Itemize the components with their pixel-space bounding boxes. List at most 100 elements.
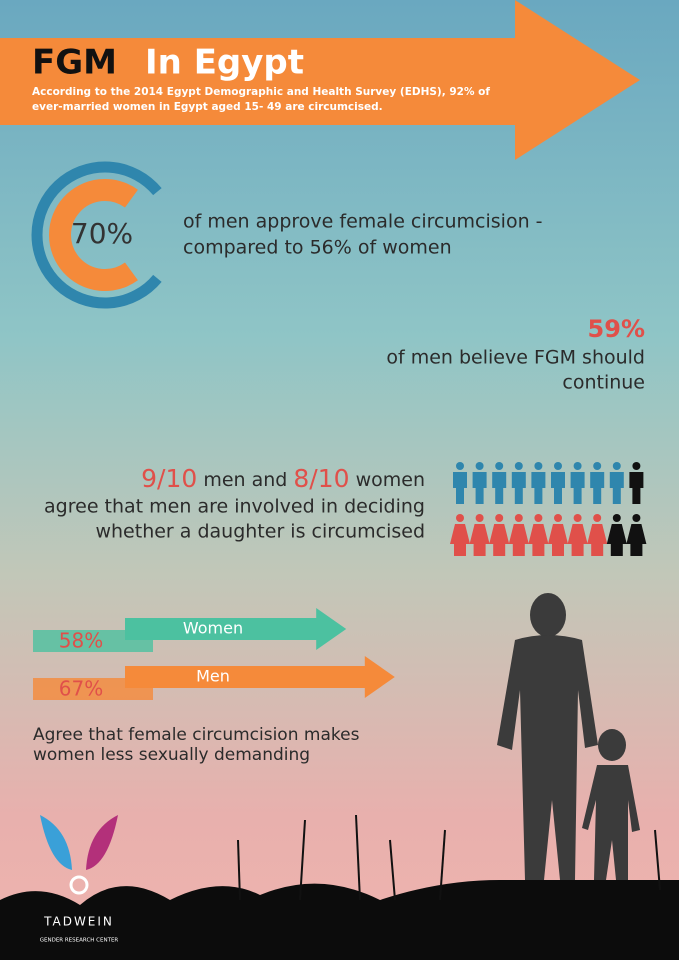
icon-head: [554, 514, 562, 522]
logo-name: TADWEIN: [43, 915, 114, 929]
grass: [0, 880, 679, 960]
subtitle: According to the 2014 Egypt Demographic …: [32, 86, 490, 98]
arrow-bar: [125, 608, 347, 650]
logo-tagline: GENDER RESEARCH CENTER: [40, 938, 119, 944]
silhouette: [497, 593, 640, 880]
icon-body: [587, 524, 608, 556]
icon-head: [632, 514, 641, 522]
icon-head: [514, 514, 523, 522]
subtitle: ever-married women in Egypt aged 15- 49 …: [32, 101, 383, 113]
value-bar: [33, 678, 153, 700]
arrow-label: Men: [196, 667, 230, 686]
icon-body: [551, 472, 565, 504]
person-icon: [528, 514, 549, 556]
person-icon: [626, 514, 647, 556]
person-icon: [511, 462, 526, 504]
arrow-value: 58%: [59, 629, 103, 653]
icon-head: [573, 462, 582, 470]
person-icon: [469, 514, 490, 556]
icon-body: [450, 524, 470, 556]
icon-head: [495, 514, 504, 522]
icon-head: [495, 462, 504, 470]
stat-text: compared to 56% of women: [183, 237, 452, 259]
person-icon: [508, 514, 529, 556]
icon-grid: [450, 462, 647, 556]
stat-value: 8/10: [293, 464, 349, 493]
logo: TADWEIN GENDER RESEARCH CENTER: [40, 815, 119, 944]
person-icon: [450, 514, 470, 556]
person-icon: [453, 462, 467, 504]
icon-body: [528, 524, 549, 556]
icon-head: [456, 462, 464, 470]
person-icon: [548, 514, 568, 556]
icon-body: [531, 472, 546, 504]
stat-text: continue: [562, 372, 645, 394]
icon-head: [632, 462, 641, 470]
stat-text: men and: [197, 469, 293, 491]
icon-body: [626, 524, 647, 556]
arrow-bars: Women 58% Men 67%: [33, 608, 395, 701]
icon-body: [548, 524, 568, 556]
icon-head: [456, 514, 464, 522]
person-icon: [587, 514, 608, 556]
value-bar: [33, 630, 153, 652]
person-icon: [492, 462, 507, 504]
stat-value: 9/10: [141, 464, 197, 493]
icon-body: [606, 524, 627, 556]
icon-body: [492, 472, 507, 504]
stat-text: of men approve female circumcision -: [183, 211, 543, 233]
person-icon: [629, 462, 644, 504]
arrow-bar: [125, 656, 395, 698]
person-icon: [590, 462, 605, 504]
stat-text: Agree that female circumcision makes: [33, 725, 360, 745]
person-icon: [609, 462, 624, 504]
icon-head: [514, 462, 523, 470]
stat-value: 59%: [588, 315, 645, 343]
icon-body: [609, 472, 624, 504]
icon-head: [573, 514, 582, 522]
header-arrow: [0, 0, 640, 160]
icon-body: [472, 472, 487, 504]
icon-head: [612, 462, 621, 470]
stat-value: 70%: [71, 217, 133, 250]
icon-head: [475, 514, 484, 522]
person-icon: [570, 462, 585, 504]
icon-body: [508, 524, 529, 556]
donut: [31, 161, 162, 309]
person-icon: [567, 514, 588, 556]
stat-text: of men believe FGM should: [386, 347, 645, 369]
stat-text: 9/10 men and 8/10 women: [141, 464, 425, 493]
icon-head: [612, 514, 621, 522]
arrow-label: Women: [183, 619, 243, 638]
icon-body: [489, 524, 510, 556]
donut-ring: [31, 161, 162, 309]
icon-head: [534, 514, 543, 522]
icon-head: [593, 462, 602, 470]
stat-text: agree that men are involved in deciding: [44, 496, 425, 518]
person-icon: [489, 514, 510, 556]
icon-body: [567, 524, 588, 556]
person-icon: [472, 462, 487, 504]
icon-head: [534, 462, 543, 470]
icon-body: [570, 472, 585, 504]
title: FGM: [32, 43, 117, 83]
stat-text: women less sexually demanding: [33, 745, 310, 765]
person-icon: [531, 462, 546, 504]
icon-body: [590, 472, 605, 504]
person-icon: [606, 514, 627, 556]
icon-head: [593, 514, 602, 522]
icon-body: [453, 472, 467, 504]
title: In Egypt: [145, 43, 304, 83]
arrow-value: 67%: [59, 677, 103, 701]
stat-text: women: [350, 469, 425, 491]
donut-arc: [49, 179, 138, 291]
icon-head: [475, 462, 484, 470]
icon-head: [554, 462, 562, 470]
stat-text: whether a daughter is circumcised: [95, 521, 425, 543]
icon-body: [629, 472, 644, 504]
grass-stems: [237, 814, 661, 901]
person-icon: [551, 462, 565, 504]
icon-body: [469, 524, 490, 556]
